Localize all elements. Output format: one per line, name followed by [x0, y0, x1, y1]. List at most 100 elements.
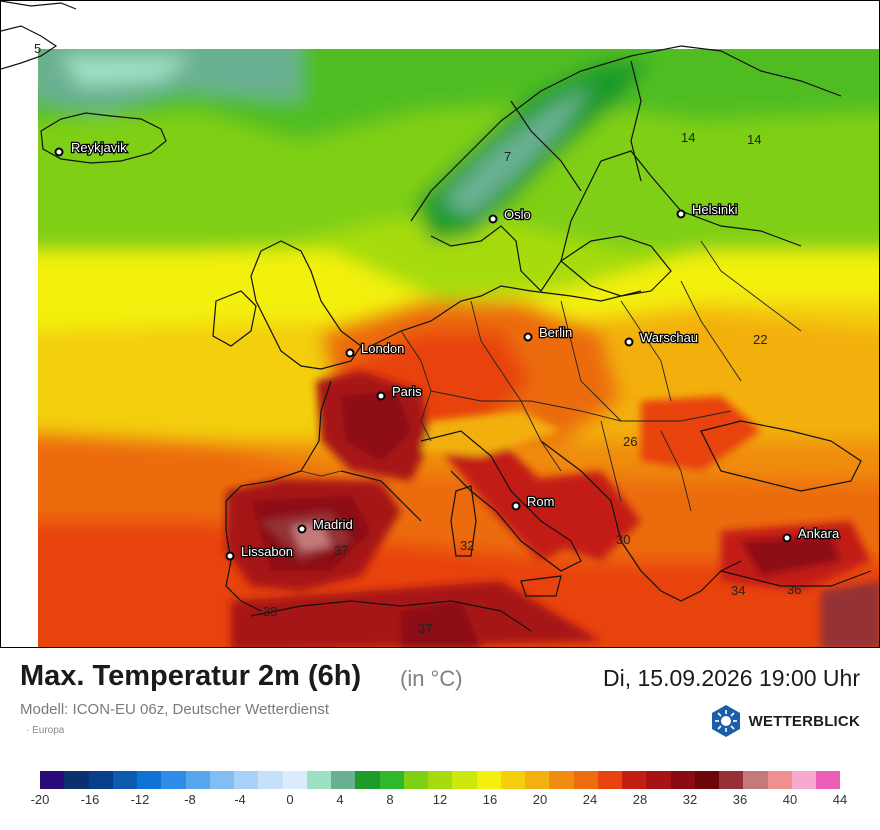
- legend-swatch: [40, 771, 65, 789]
- city-warschau[interactable]: Warschau: [624, 329, 699, 347]
- legend-swatch: [428, 771, 453, 789]
- legend-swatch: [282, 771, 307, 789]
- unit-label: (in °C): [400, 666, 463, 691]
- isotherm-label: 32: [460, 538, 474, 553]
- city-dot-icon: [782, 533, 792, 543]
- city-berlin[interactable]: Berlin: [523, 324, 574, 342]
- city-oslo[interactable]: Oslo: [488, 206, 532, 224]
- legend-swatch: [791, 771, 816, 789]
- city-label: Helsinki: [692, 202, 738, 217]
- legend-swatch: [258, 771, 283, 789]
- legend-swatch: [112, 771, 137, 789]
- city-rom[interactable]: Rom: [511, 493, 556, 511]
- isotherm-label: 37: [334, 543, 348, 558]
- legend-swatch: [209, 771, 234, 789]
- legend-swatch: [767, 771, 792, 789]
- legend-swatch: [88, 771, 113, 789]
- city-reykjavik[interactable]: Reykjavik: [54, 139, 128, 157]
- map-canvas: 5 14 14 7 22 26 37 32 30 34 36 38 37 Rey…: [1, 1, 879, 647]
- city-dot-icon: [511, 501, 521, 511]
- city-label: Warschau: [640, 330, 698, 345]
- city-ankara[interactable]: Ankara: [782, 525, 841, 543]
- city-lissabon[interactable]: Lissabon: [225, 543, 294, 561]
- legend-swatch: [331, 771, 356, 789]
- legend-tick-label: 16: [482, 792, 498, 807]
- city-label: Ankara: [798, 526, 840, 541]
- city-dot-icon: [297, 524, 307, 534]
- legend-swatch: [185, 771, 210, 789]
- isotherm-label: 5: [34, 41, 41, 56]
- legend-swatch: [379, 771, 404, 789]
- isotherm-label: 34: [731, 583, 745, 598]
- legend-swatch: [452, 771, 477, 789]
- legend-tick-label: 20: [532, 792, 548, 807]
- city-label: Oslo: [504, 207, 531, 222]
- legend-tick-label: -20: [30, 792, 50, 807]
- city-dot-icon: [523, 332, 533, 342]
- city-madrid[interactable]: Madrid: [297, 516, 354, 534]
- coastlines: [1, 1, 872, 632]
- country-borders: [300, 240, 802, 512]
- legend-swatch: [161, 771, 186, 789]
- isotherm-label: 30: [616, 532, 630, 547]
- legend-swatch: [137, 771, 162, 789]
- legend-swatch: [234, 771, 259, 789]
- city-dot-icon: [345, 348, 355, 358]
- city-helsinki[interactable]: Helsinki: [676, 201, 739, 219]
- city-label: Berlin: [539, 325, 572, 340]
- legend-swatch: [525, 771, 550, 789]
- map-title: Max. Temperatur 2m (6h): [20, 660, 362, 692]
- legend-swatch: [500, 771, 525, 789]
- city-markers: Reykjavik Oslo Helsinki Berlin Warschau …: [54, 139, 841, 561]
- legend-tick-label: 28: [632, 792, 648, 807]
- city-label: Lissabon: [241, 544, 293, 559]
- legend-swatch: [403, 771, 428, 789]
- isotherm-label: 38: [263, 604, 277, 619]
- city-dot-icon: [225, 551, 235, 561]
- brand-logo[interactable]: WETTERBLICK: [709, 704, 860, 738]
- isotherm-label: 14: [681, 130, 695, 145]
- legend-swatch: [719, 771, 744, 789]
- city-dot-icon: [676, 209, 686, 219]
- legend-swatch: [816, 771, 841, 789]
- city-dot-icon: [488, 214, 498, 224]
- city-label: Paris: [392, 384, 422, 399]
- isotherm-label: 14: [747, 132, 761, 147]
- legend-swatch: [64, 771, 89, 789]
- city-label: Madrid: [313, 517, 353, 532]
- legend-swatch: [622, 771, 647, 789]
- city-paris[interactable]: Paris: [376, 383, 423, 401]
- isotherm-labels: 5 14 14 7 22 26 37 32 30 34 36 38 37: [34, 41, 801, 636]
- legend-swatch: [355, 771, 380, 789]
- legend-tick-label: 36: [732, 792, 748, 807]
- legend-tick-label: 40: [782, 792, 798, 807]
- forecast-datetime: Di, 15.09.2026 19:00 Uhr: [602, 665, 860, 691]
- legend-swatch: [306, 771, 331, 789]
- temperature-field: [38, 49, 879, 647]
- city-label: Rom: [527, 494, 554, 509]
- legend-tick-label: -4: [234, 792, 246, 807]
- sun-snowflake-logo-icon: [711, 705, 740, 737]
- isotherm-label: 22: [753, 332, 767, 347]
- legend-tick-label: 12: [432, 792, 448, 807]
- legend-tick-label: 44: [832, 792, 848, 807]
- city-dot-icon: [624, 337, 634, 347]
- legend-swatch: [549, 771, 574, 789]
- legend-tick-label: 0: [286, 792, 294, 807]
- city-label: London: [361, 341, 404, 356]
- legend-tick-label: 4: [336, 792, 344, 807]
- temperature-map[interactable]: 5 14 14 7 22 26 37 32 30 34 36 38 37 Rey…: [0, 0, 880, 648]
- legend-swatch: [694, 771, 719, 789]
- isotherm-label: 7: [504, 149, 511, 164]
- city-dot-icon: [376, 391, 386, 401]
- legend-tick-label: -8: [184, 792, 196, 807]
- brand-name: WETTERBLICK: [748, 712, 860, 730]
- legend-tick-label: -12: [130, 792, 150, 807]
- legend-swatch: [743, 771, 768, 789]
- city-label: Reykjavik: [71, 140, 127, 155]
- legend-swatch: [646, 771, 671, 789]
- city-london[interactable]: London: [345, 340, 406, 358]
- isotherm-label: 36: [787, 582, 801, 597]
- isotherm-label: 26: [623, 434, 637, 449]
- legend-swatch: [476, 771, 501, 789]
